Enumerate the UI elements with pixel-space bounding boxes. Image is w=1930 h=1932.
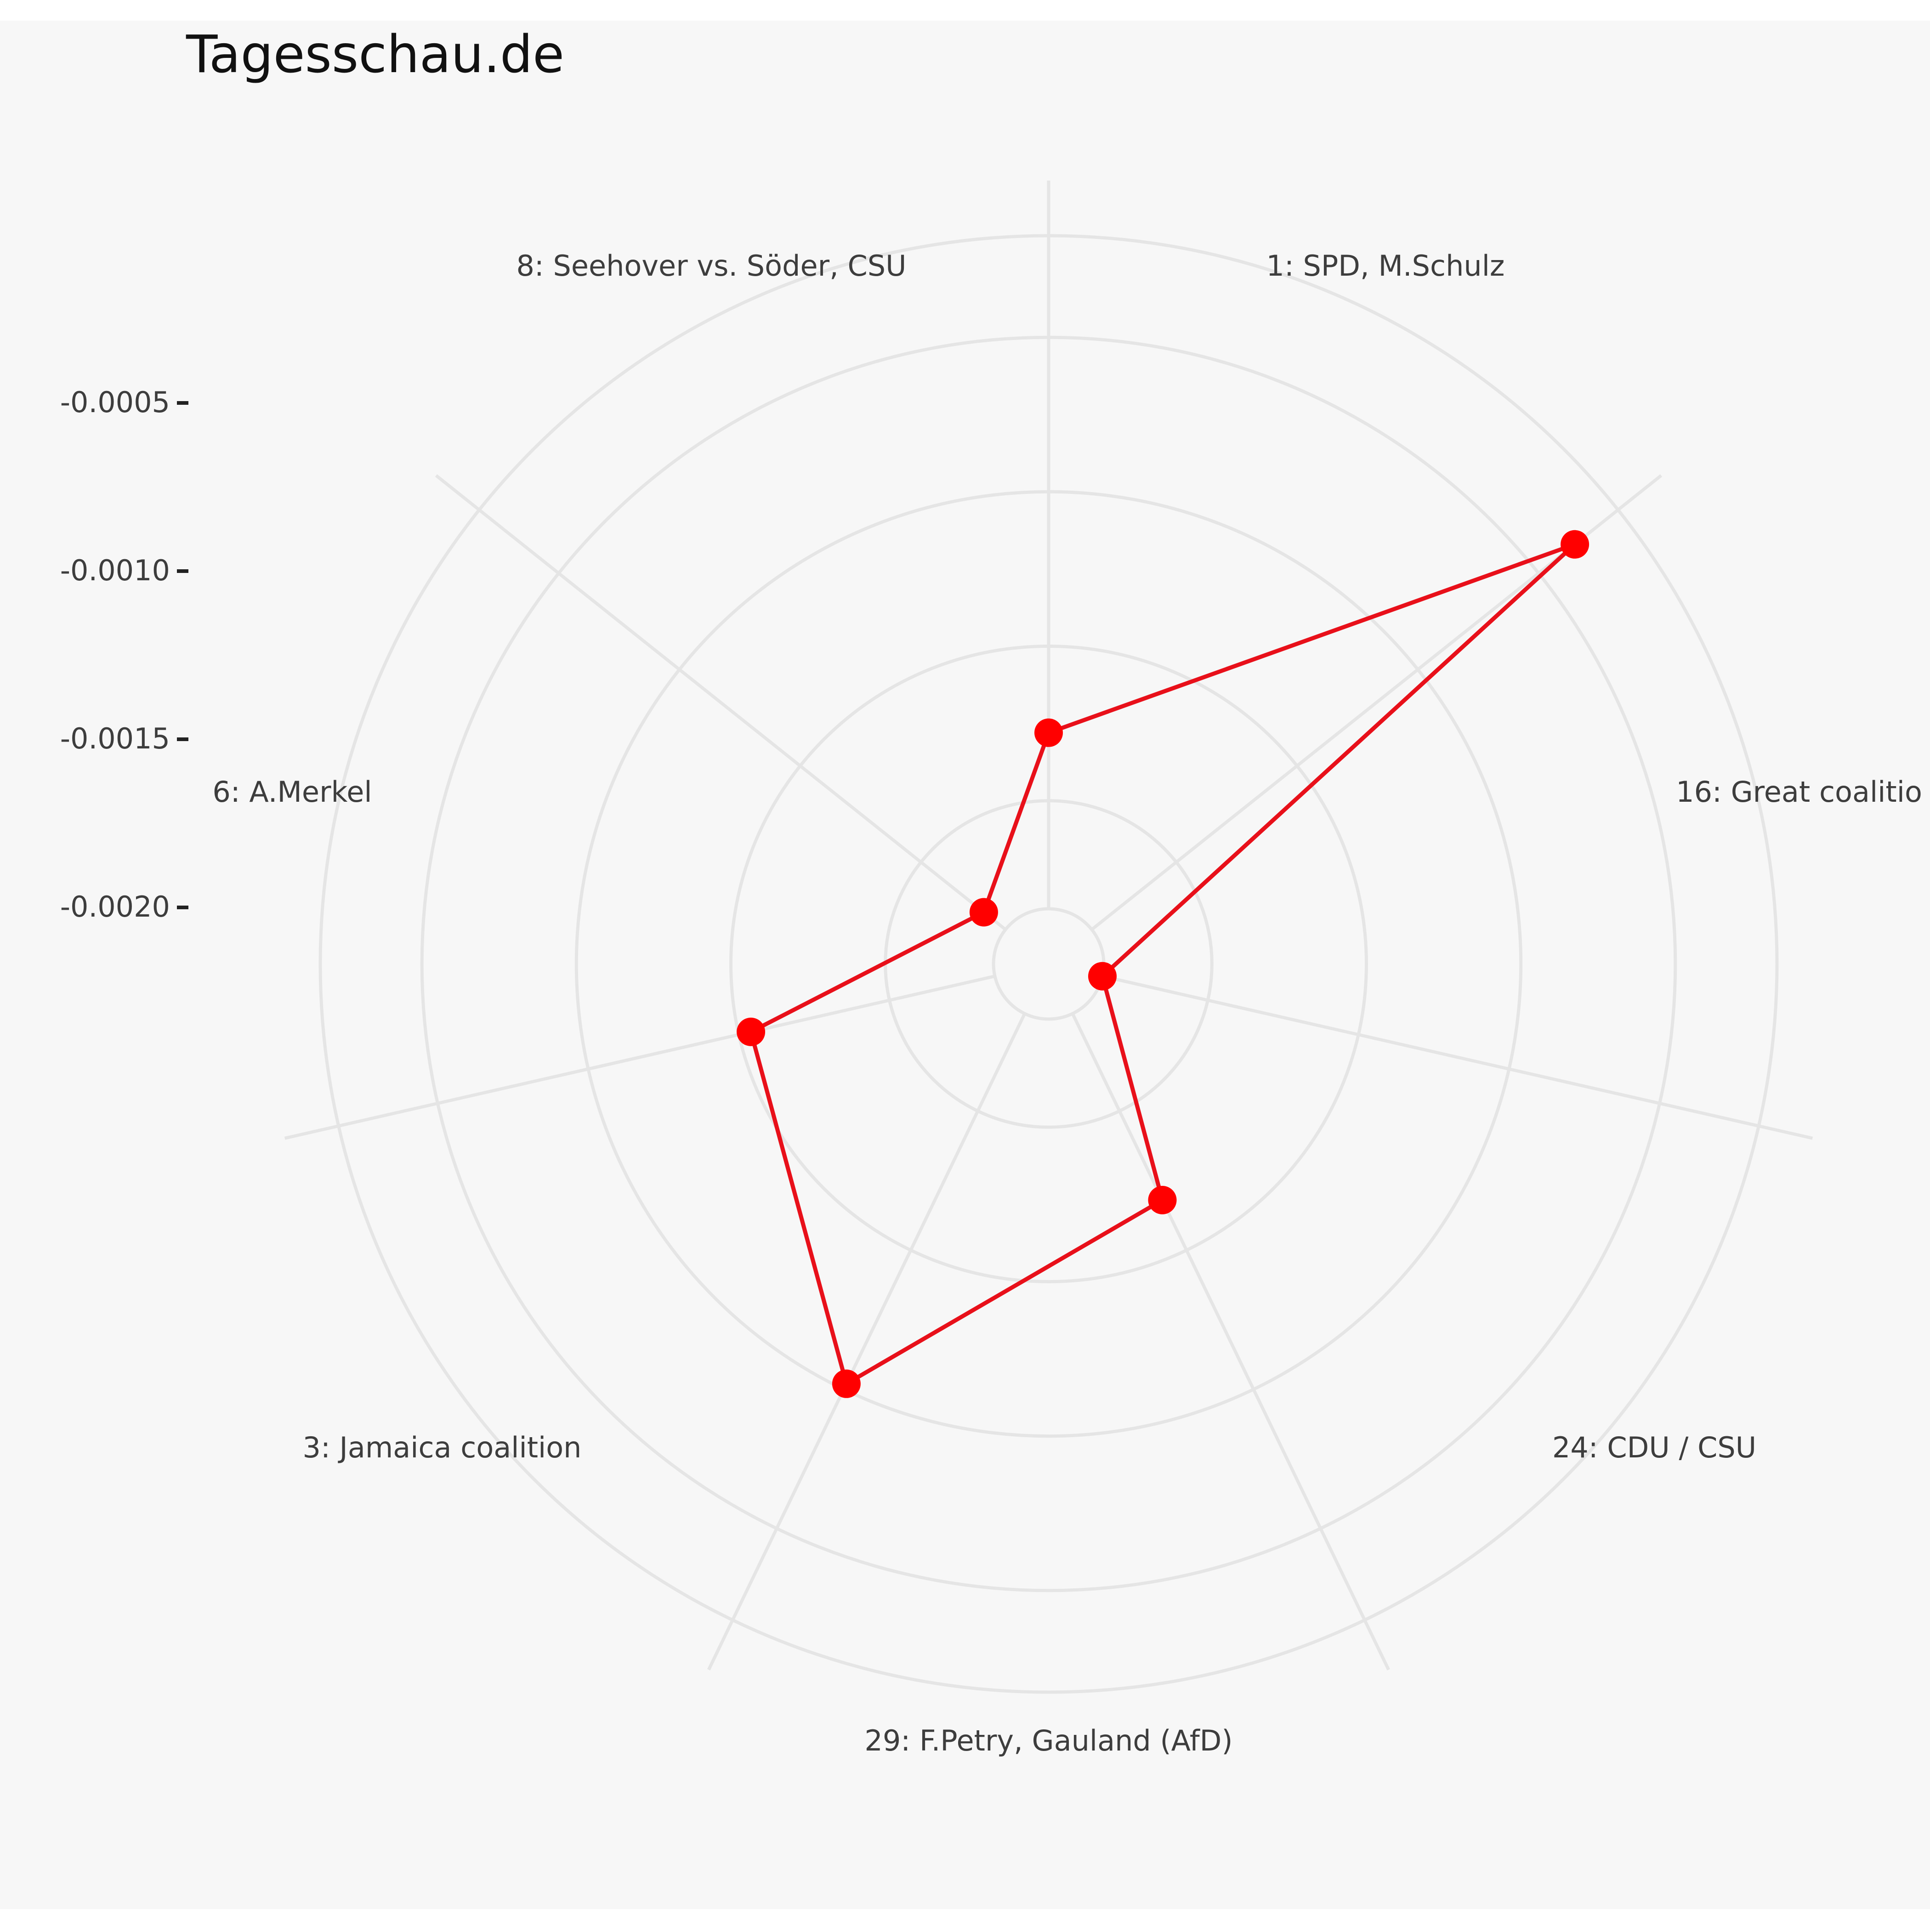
series-point: [832, 1369, 861, 1398]
plot-background: [0, 21, 1930, 1909]
category-label: 3: Jamaica coalition: [303, 1431, 582, 1464]
grid-spoke: [1071, 1013, 1390, 1671]
category-label: 8: Seehover vs. Söder, CSU: [516, 249, 906, 283]
category-label: 29: F.Petry, Gauland (AfD): [864, 1724, 1232, 1757]
series-point: [737, 1017, 766, 1046]
series-point: [969, 898, 998, 927]
category-label: 1: SPD, M.Schulz: [1266, 249, 1505, 283]
category-labels: 1: SPD, M.Schulz 16: Great coalitio 24: CD…: [212, 249, 1922, 1757]
radial-tick-label: -0.0020: [60, 890, 170, 924]
grid-spoke: [284, 974, 995, 1140]
radial-tick-label: -0.0015: [60, 722, 170, 755]
series-layer: [737, 530, 1589, 1398]
grid-spoke: [435, 474, 1007, 931]
radial-tick-label: -0.0005: [60, 385, 170, 419]
category-label: 6: A.Merkel: [212, 775, 372, 809]
series-point: [1148, 1186, 1177, 1214]
category-label: 24: CDU / CSU: [1552, 1431, 1756, 1464]
series-point: [1034, 718, 1063, 747]
series-point: [1088, 962, 1117, 991]
grid-spoke: [707, 1013, 1027, 1671]
radial-axis: -0.0005 -0.0010 -0.0015 -0.0020: [60, 385, 188, 924]
series-point: [1561, 530, 1589, 559]
grid-spoke: [1102, 974, 1813, 1140]
chart-title: Tagesschau.de: [186, 25, 564, 85]
category-label: 16: Great coalitio: [1676, 775, 1922, 809]
series-line: [749, 542, 1577, 1386]
radial-tick-label: -0.0010: [60, 554, 170, 587]
